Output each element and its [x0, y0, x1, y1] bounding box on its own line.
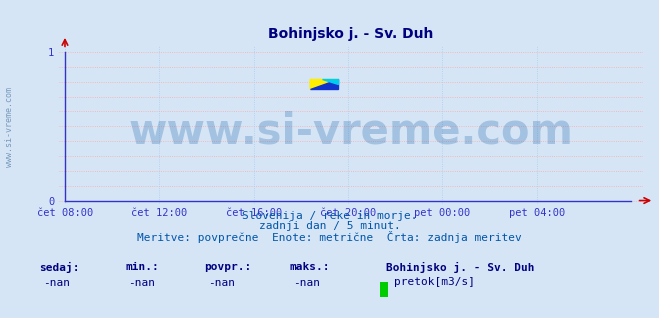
- Text: maks.:: maks.:: [290, 262, 330, 272]
- Text: Meritve: povprečne  Enote: metrične  Črta: zadnja meritev: Meritve: povprečne Enote: metrične Črta:…: [137, 231, 522, 243]
- Text: -nan: -nan: [129, 278, 156, 288]
- Text: povpr.:: povpr.:: [204, 262, 252, 272]
- Text: Slovenija / reke in morje.: Slovenija / reke in morje.: [242, 211, 417, 221]
- Text: zadnji dan / 5 minut.: zadnji dan / 5 minut.: [258, 221, 401, 231]
- Text: www.si-vreme.com: www.si-vreme.com: [129, 111, 573, 153]
- Text: www.si-vreme.com: www.si-vreme.com: [5, 87, 14, 167]
- Polygon shape: [322, 80, 338, 84]
- Text: pretok[m3/s]: pretok[m3/s]: [394, 277, 475, 287]
- Polygon shape: [310, 80, 338, 89]
- Text: Bohinjsko j. - Sv. Duh: Bohinjsko j. - Sv. Duh: [386, 262, 534, 273]
- Text: sedaj:: sedaj:: [40, 262, 80, 273]
- Title: Bohinjsko j. - Sv. Duh: Bohinjsko j. - Sv. Duh: [268, 27, 434, 41]
- Text: -nan: -nan: [293, 278, 320, 288]
- Text: min.:: min.:: [125, 262, 159, 272]
- Polygon shape: [310, 80, 338, 89]
- Text: -nan: -nan: [43, 278, 70, 288]
- Text: -nan: -nan: [208, 278, 235, 288]
